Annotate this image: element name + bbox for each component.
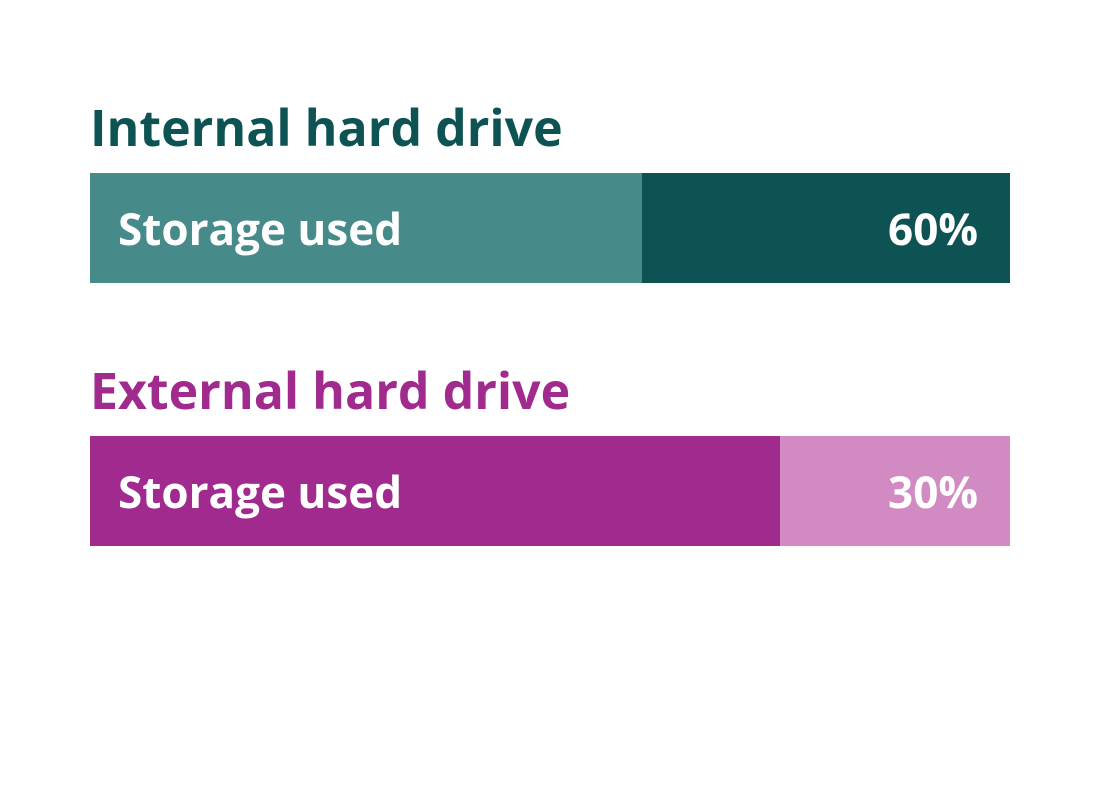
- internal-drive-block: Internal hard drive Storage used 60%: [90, 100, 1010, 283]
- internal-drive-progress-bar: Storage used 60%: [90, 173, 1010, 283]
- internal-drive-title: Internal hard drive: [90, 100, 1010, 155]
- external-drive-bar-label: Storage used: [90, 461, 402, 521]
- internal-drive-percent-value: 60%: [888, 198, 1010, 258]
- external-drive-percent-value: 30%: [888, 461, 1010, 521]
- external-drive-title: External hard drive: [90, 363, 1010, 418]
- external-drive-block: External hard drive Storage used 30%: [90, 363, 1010, 546]
- internal-drive-bar-label: Storage used: [90, 198, 402, 258]
- external-drive-progress-bar: Storage used 30%: [90, 436, 1010, 546]
